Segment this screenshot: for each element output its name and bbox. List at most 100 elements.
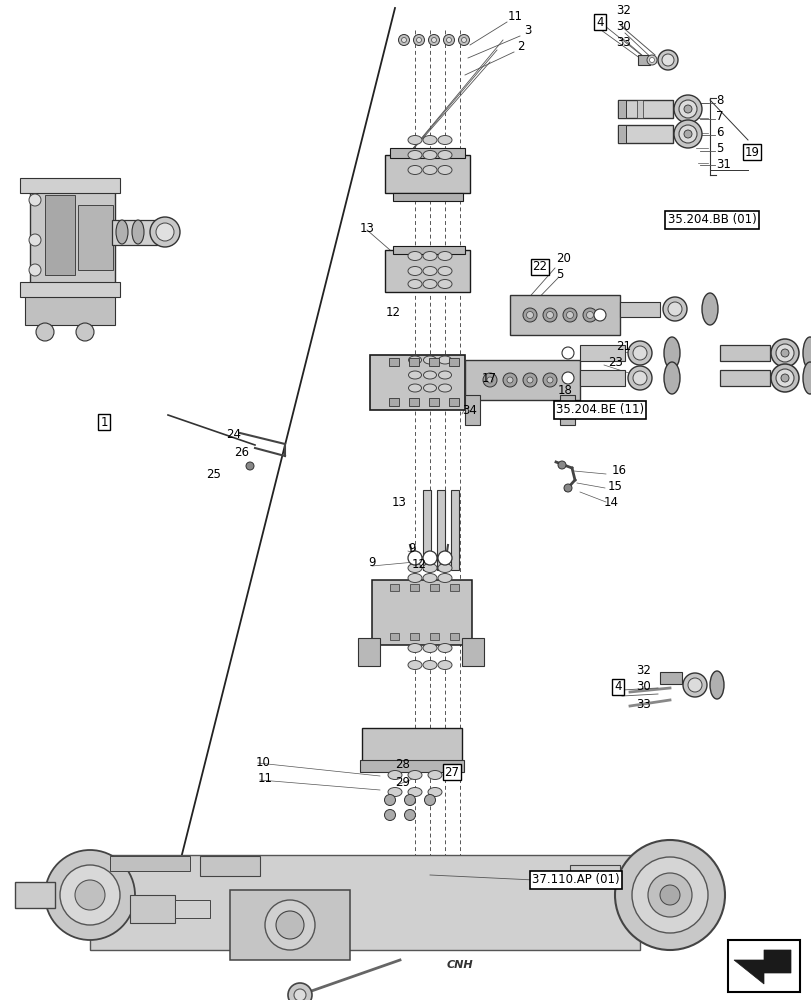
Bar bbox=[569, 865, 620, 887]
Bar bbox=[389, 633, 398, 640]
Ellipse shape bbox=[407, 150, 422, 159]
Text: 34: 34 bbox=[461, 404, 476, 418]
Ellipse shape bbox=[437, 564, 452, 572]
Text: 37.110.AP (01): 37.110.AP (01) bbox=[531, 874, 619, 886]
Ellipse shape bbox=[407, 788, 422, 796]
Text: 26: 26 bbox=[234, 446, 249, 458]
Circle shape bbox=[60, 865, 120, 925]
Ellipse shape bbox=[408, 356, 421, 364]
Bar bbox=[409, 358, 418, 366]
Circle shape bbox=[566, 312, 573, 318]
Circle shape bbox=[780, 374, 788, 382]
Ellipse shape bbox=[388, 788, 401, 796]
Bar bbox=[410, 633, 418, 640]
Circle shape bbox=[564, 484, 571, 492]
Circle shape bbox=[264, 900, 315, 950]
Circle shape bbox=[404, 794, 415, 806]
Bar bbox=[78, 205, 113, 270]
Bar bbox=[20, 178, 120, 193]
Ellipse shape bbox=[802, 362, 811, 394]
Text: 4: 4 bbox=[595, 15, 603, 28]
Polygon shape bbox=[733, 950, 790, 984]
Text: 22: 22 bbox=[532, 260, 547, 273]
Ellipse shape bbox=[407, 574, 422, 582]
Ellipse shape bbox=[663, 362, 679, 394]
Ellipse shape bbox=[407, 279, 422, 288]
Circle shape bbox=[678, 100, 696, 118]
Circle shape bbox=[582, 308, 596, 322]
Bar bbox=[388, 358, 398, 366]
Circle shape bbox=[770, 339, 798, 367]
Text: 6: 6 bbox=[715, 125, 723, 138]
Circle shape bbox=[659, 885, 679, 905]
Bar bbox=[428, 358, 439, 366]
Circle shape bbox=[594, 309, 605, 321]
Bar bbox=[393, 246, 465, 254]
Bar bbox=[617, 100, 625, 118]
Ellipse shape bbox=[407, 266, 422, 275]
Circle shape bbox=[150, 217, 180, 247]
Bar bbox=[449, 633, 458, 640]
Text: 8: 8 bbox=[715, 94, 723, 106]
Circle shape bbox=[683, 105, 691, 113]
Circle shape bbox=[647, 873, 691, 917]
Bar bbox=[465, 395, 479, 425]
Circle shape bbox=[614, 840, 724, 950]
Ellipse shape bbox=[709, 671, 723, 699]
Ellipse shape bbox=[437, 150, 452, 159]
Ellipse shape bbox=[423, 135, 436, 144]
Circle shape bbox=[443, 34, 454, 45]
Text: 13: 13 bbox=[359, 222, 375, 234]
Text: 5: 5 bbox=[715, 141, 723, 154]
Bar bbox=[719, 370, 769, 386]
Bar bbox=[450, 490, 458, 570]
Text: 10: 10 bbox=[255, 756, 271, 768]
Bar bbox=[428, 398, 439, 406]
Circle shape bbox=[546, 312, 553, 318]
Circle shape bbox=[543, 373, 556, 387]
Text: CNH: CNH bbox=[446, 960, 473, 970]
Ellipse shape bbox=[423, 150, 436, 159]
Circle shape bbox=[633, 371, 646, 385]
Bar bbox=[389, 148, 465, 158]
Circle shape bbox=[407, 551, 422, 565]
Ellipse shape bbox=[437, 660, 452, 670]
Circle shape bbox=[446, 37, 451, 42]
Circle shape bbox=[45, 850, 135, 940]
Ellipse shape bbox=[438, 384, 451, 392]
Text: 21: 21 bbox=[616, 340, 630, 353]
Ellipse shape bbox=[437, 165, 452, 174]
Bar bbox=[448, 358, 458, 366]
Text: 3: 3 bbox=[523, 24, 530, 37]
Circle shape bbox=[663, 297, 686, 321]
Circle shape bbox=[288, 983, 311, 1000]
Ellipse shape bbox=[438, 356, 451, 364]
Text: 31: 31 bbox=[715, 157, 730, 170]
Text: 32: 32 bbox=[616, 3, 630, 16]
Ellipse shape bbox=[423, 266, 436, 275]
Circle shape bbox=[461, 37, 466, 42]
Circle shape bbox=[562, 308, 577, 322]
Ellipse shape bbox=[407, 644, 422, 652]
Ellipse shape bbox=[438, 371, 451, 379]
Ellipse shape bbox=[132, 220, 144, 244]
Circle shape bbox=[526, 377, 532, 383]
Circle shape bbox=[522, 373, 536, 387]
Text: 18: 18 bbox=[557, 384, 573, 397]
Circle shape bbox=[661, 54, 673, 66]
Circle shape bbox=[673, 120, 702, 148]
Ellipse shape bbox=[423, 644, 436, 652]
Text: 20: 20 bbox=[556, 251, 570, 264]
Circle shape bbox=[413, 34, 424, 45]
Text: 24: 24 bbox=[225, 428, 241, 440]
Circle shape bbox=[276, 911, 303, 939]
Circle shape bbox=[687, 678, 702, 692]
Circle shape bbox=[437, 551, 452, 565]
Bar bbox=[25, 295, 115, 325]
Text: 12: 12 bbox=[411, 558, 427, 570]
Bar bbox=[90, 855, 639, 950]
Bar bbox=[370, 355, 465, 410]
Ellipse shape bbox=[437, 574, 452, 582]
Circle shape bbox=[646, 55, 656, 65]
Ellipse shape bbox=[407, 770, 422, 780]
